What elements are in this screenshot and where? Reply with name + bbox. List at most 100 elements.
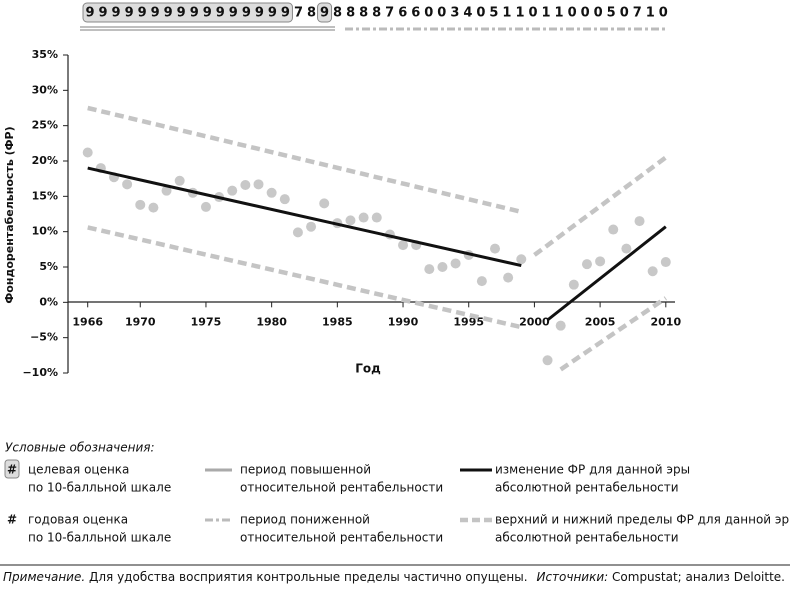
- score: 1: [542, 6, 551, 21]
- x-tick-label: 2010: [650, 315, 681, 328]
- score: 0: [424, 6, 433, 21]
- y-tick-label: 0%: [39, 295, 58, 308]
- data-point: [542, 355, 553, 366]
- data-point: [306, 221, 317, 232]
- data-point: [148, 202, 159, 213]
- x-tick-label: 1975: [191, 315, 222, 328]
- data-point: [292, 227, 303, 238]
- legend-text: верхний и нижний пределы ФР для данной э…: [495, 513, 790, 527]
- data-point: [200, 201, 211, 212]
- x-tick-label: 2005: [585, 315, 616, 328]
- legend-text: абсолютной рентабельности: [495, 481, 679, 495]
- score: 9: [125, 6, 134, 21]
- data-point: [490, 243, 501, 254]
- data-point: [424, 264, 435, 275]
- score: 9: [216, 6, 225, 21]
- legend-symbol: #: [7, 463, 17, 477]
- score: 5: [607, 6, 616, 21]
- trend-line: [546, 225, 667, 322]
- trend-line: [87, 166, 522, 268]
- data-point: [122, 179, 133, 190]
- data-point: [358, 212, 369, 223]
- score: 9: [99, 6, 108, 21]
- data-point: [319, 198, 330, 209]
- legend-text: целевая оценка: [28, 463, 129, 477]
- y-tick-label: 30%: [32, 83, 58, 96]
- score: 0: [437, 6, 446, 21]
- y-tick-label: 20%: [32, 154, 58, 167]
- score: 0: [476, 6, 485, 21]
- x-tick-label: 2000: [519, 315, 550, 328]
- legend-text: относительной рентабельности: [240, 531, 443, 545]
- x-tick-label: 1980: [256, 315, 287, 328]
- x-tick-label: 1970: [125, 315, 156, 328]
- data-point: [450, 258, 461, 269]
- score: 9: [164, 6, 173, 21]
- legend-text: изменение ФР для данной эры: [495, 463, 690, 477]
- data-point: [253, 179, 264, 190]
- score: 6: [411, 6, 420, 21]
- score: 3: [450, 6, 459, 21]
- data-point: [608, 224, 619, 235]
- note-label: Примечание.: [3, 570, 85, 584]
- score: 9: [203, 6, 212, 21]
- sources-label: Источники:: [536, 570, 608, 584]
- data-point: [174, 175, 185, 186]
- y-tick-label: −5%: [30, 331, 58, 344]
- data-point: [503, 272, 514, 283]
- legend-text: период пониженной: [240, 513, 370, 527]
- y-tick-label: 5%: [39, 260, 58, 273]
- target-box: [317, 2, 333, 23]
- y-axis-label: Фондорентабельность (ФР): [3, 126, 16, 303]
- x-tick-label: 1966: [72, 315, 103, 328]
- data-point: [581, 259, 592, 270]
- legend-symbol: #: [7, 513, 17, 527]
- data-point: [437, 262, 448, 272]
- limit-line: [559, 296, 668, 372]
- score: 1: [502, 6, 511, 21]
- data-point: [345, 215, 356, 226]
- legend-text: по 10-балльной шкале: [28, 481, 171, 495]
- legend-box: [4, 459, 20, 479]
- y-tick-label: −10%: [22, 366, 58, 379]
- score: 0: [581, 6, 590, 21]
- score: 9: [229, 6, 238, 21]
- data-point: [660, 257, 671, 268]
- data-point: [371, 212, 382, 223]
- score: 6: [398, 6, 407, 21]
- data-point: [135, 199, 146, 210]
- score: 8: [307, 6, 316, 21]
- x-tick-label: 1995: [453, 315, 484, 328]
- score: 9: [320, 6, 329, 21]
- note-text: Для удобства восприятия контрольные пред…: [89, 570, 528, 584]
- sources-text: Compustat; анализ Deloitte.: [612, 570, 785, 584]
- score: 9: [151, 6, 160, 21]
- score: 9: [268, 6, 277, 21]
- target-box: [82, 2, 293, 23]
- score: 0: [528, 6, 537, 21]
- score: 0: [568, 6, 577, 21]
- score: 9: [190, 6, 199, 21]
- score: 0: [594, 6, 603, 21]
- x-axis-label: Год: [355, 362, 381, 376]
- note: Примечание. Для удобства восприятия конт…: [3, 570, 528, 584]
- data-point: [476, 276, 487, 287]
- score: 9: [85, 6, 94, 21]
- score: 8: [359, 6, 368, 21]
- score: 1: [646, 6, 655, 21]
- legend-text: годовая оценка: [28, 513, 128, 527]
- data-point: [621, 243, 632, 254]
- data-point: [647, 266, 658, 277]
- legend-text: абсолютной рентабельности: [495, 531, 679, 545]
- score: 8: [333, 6, 342, 21]
- score: 9: [177, 6, 186, 21]
- score: 7: [294, 6, 303, 21]
- y-tick-label: 15%: [32, 189, 58, 202]
- data-point: [161, 185, 172, 196]
- score: 9: [138, 6, 147, 21]
- data-point: [227, 185, 238, 196]
- data-point: [266, 187, 277, 198]
- score: 7: [385, 6, 394, 21]
- score: 0: [620, 6, 629, 21]
